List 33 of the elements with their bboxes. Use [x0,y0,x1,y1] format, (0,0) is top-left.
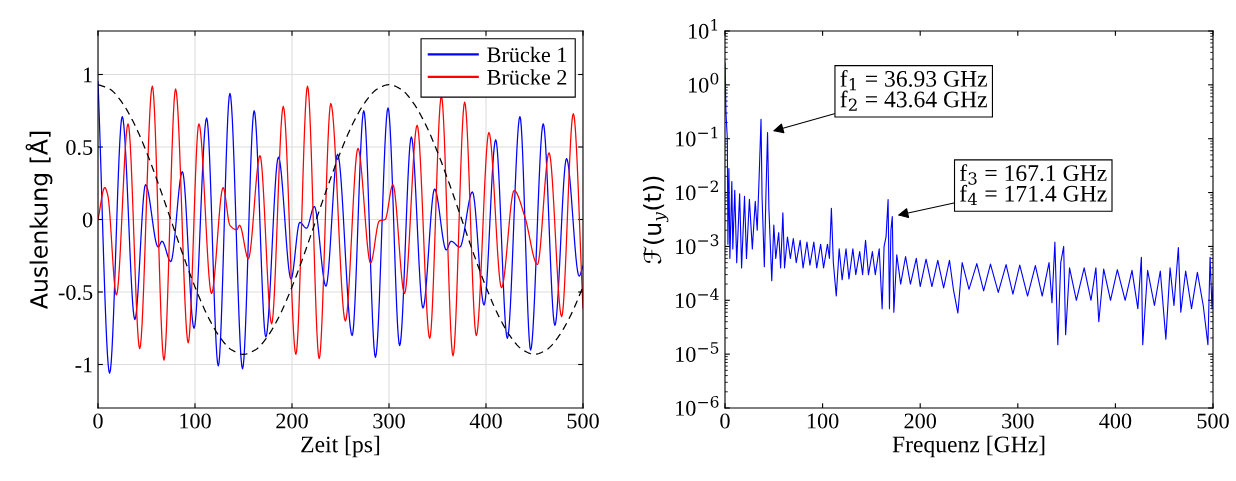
y-tick-label: 1 [83,67,92,83]
x-tick-label: 100 [807,413,839,429]
x-tick-label: 500 [1197,413,1229,429]
y-tick-label: 10$^{0}$ [688,72,719,93]
y-tick-label: -1 [75,357,92,373]
x-tick-label: 0 [720,413,730,429]
x-tick-label: 400 [469,413,502,429]
annotation: f$_{3}$ = 167.1 GHz f$_{4}$ = 171.4 GHz [959,164,1107,206]
x-axis-title: Frequenz [GHz] [892,435,1045,458]
y-tick-label: 10$^{−1}$ [676,126,718,147]
x-tick-label: 0 [93,413,103,429]
legend-label: Brücke 2 [487,69,567,85]
x-tick-label: 200 [276,413,308,429]
y-tick-label: 0.5 [66,139,93,156]
y-tick-label: -0.5 [58,284,93,301]
x-tick-label: 300 [373,413,405,429]
y-tick-label: 10$^{−6}$ [676,395,719,416]
y-axis-title: ℱ(u$_{y}$(t)) [643,176,669,264]
y-tick-label: 10$^{−4}$ [676,288,719,309]
y-tick-label: 10$^{−3}$ [676,234,719,255]
x-axis-title: Zeit [ps] [301,435,380,458]
y-tick-label: 10$^{−5}$ [676,342,719,362]
x-tick-label: 300 [1002,413,1034,429]
annotation: f$_{1}$ = 36.93 GHz f$_{2}$ = 43.64 GHz [840,69,987,111]
x-tick-label: 400 [1099,413,1132,429]
x-tick-label: 200 [904,413,937,429]
y-tick-label: 0 [82,212,93,228]
legend-label: Brücke 1 [487,46,567,63]
y-tick-label: 10$^{1}$ [688,18,718,39]
y-axis-title: Auslenkung [Å] [25,131,53,310]
y-tick-label: 10$^{−2}$ [676,180,718,201]
x-tick-label: 500 [567,413,599,429]
x-tick-label: 100 [180,413,211,429]
